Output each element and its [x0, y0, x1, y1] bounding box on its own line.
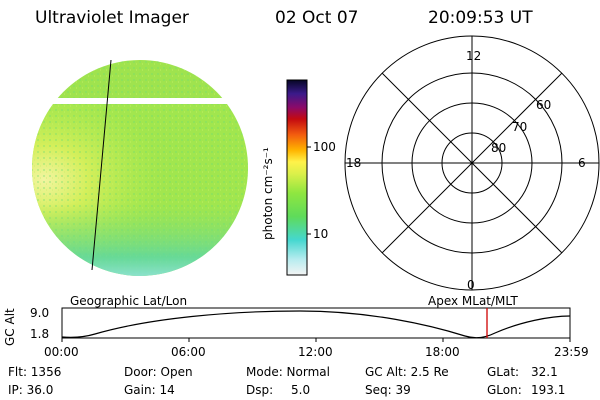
glat-label: GLat: — [487, 365, 520, 379]
seq-status: Seq: 39 — [365, 383, 411, 397]
glon-label: GLon: — [487, 383, 522, 397]
gc-alt-status: GC Alt: 2.5 Re — [365, 365, 449, 379]
polar-plot — [344, 35, 600, 291]
polar-lat-70: 70 — [512, 120, 528, 134]
polar-label-12: 12 — [466, 49, 482, 63]
dsp-value: 5.0 — [291, 383, 311, 397]
glon-value: 193.1 — [531, 383, 566, 397]
date-label: 02 Oct 07 — [275, 8, 359, 28]
polar-label-6: 6 — [578, 156, 586, 170]
time-tick-1800: 18:00 — [425, 345, 460, 359]
door-status: Door: Open — [124, 365, 193, 379]
flt-status: Flt: 1356 — [8, 365, 62, 379]
polar-label-0: 0 — [467, 278, 475, 292]
glat-value: 32.1 — [531, 365, 558, 379]
apex-caption: Apex MLat/MLT — [428, 294, 518, 308]
uv-image — [32, 60, 248, 276]
time-tick-0600: 06:00 — [171, 345, 206, 359]
polar-lat-80: 80 — [491, 141, 507, 155]
time-tick-1200: 12:00 — [298, 345, 333, 359]
polar-lat-60: 60 — [536, 98, 552, 112]
colorbar-tick-100: 100 — [313, 140, 336, 154]
dsp-label: Dsp: — [246, 383, 274, 397]
time-tick-2359: 23:59 — [554, 345, 589, 359]
colorbar — [286, 79, 308, 276]
ip-status: IP: 36.0 — [8, 383, 54, 397]
meridian-line — [91, 59, 112, 271]
time-tick-0000: 00:00 — [44, 345, 79, 359]
gc-alt-axis-label: GC Alt — [3, 308, 17, 346]
colorbar-tick-10: 10 — [313, 227, 329, 241]
instrument-title: Ultraviolet Imager — [35, 8, 189, 28]
colorbar-unit-label: photon cm⁻²s⁻¹ — [261, 147, 275, 240]
gain-status: Gain: 14 — [124, 383, 175, 397]
altitude-strip — [61, 307, 571, 342]
alt-tick-1-8: 1.8 — [30, 327, 50, 341]
alt-tick-9: 9.0 — [30, 306, 50, 320]
mode-status: Mode: Normal — [246, 365, 330, 379]
geographic-caption: Geographic Lat/Lon — [70, 294, 188, 308]
polar-label-18: 18 — [346, 156, 362, 170]
time-label: 20:09:53 UT — [428, 8, 533, 28]
